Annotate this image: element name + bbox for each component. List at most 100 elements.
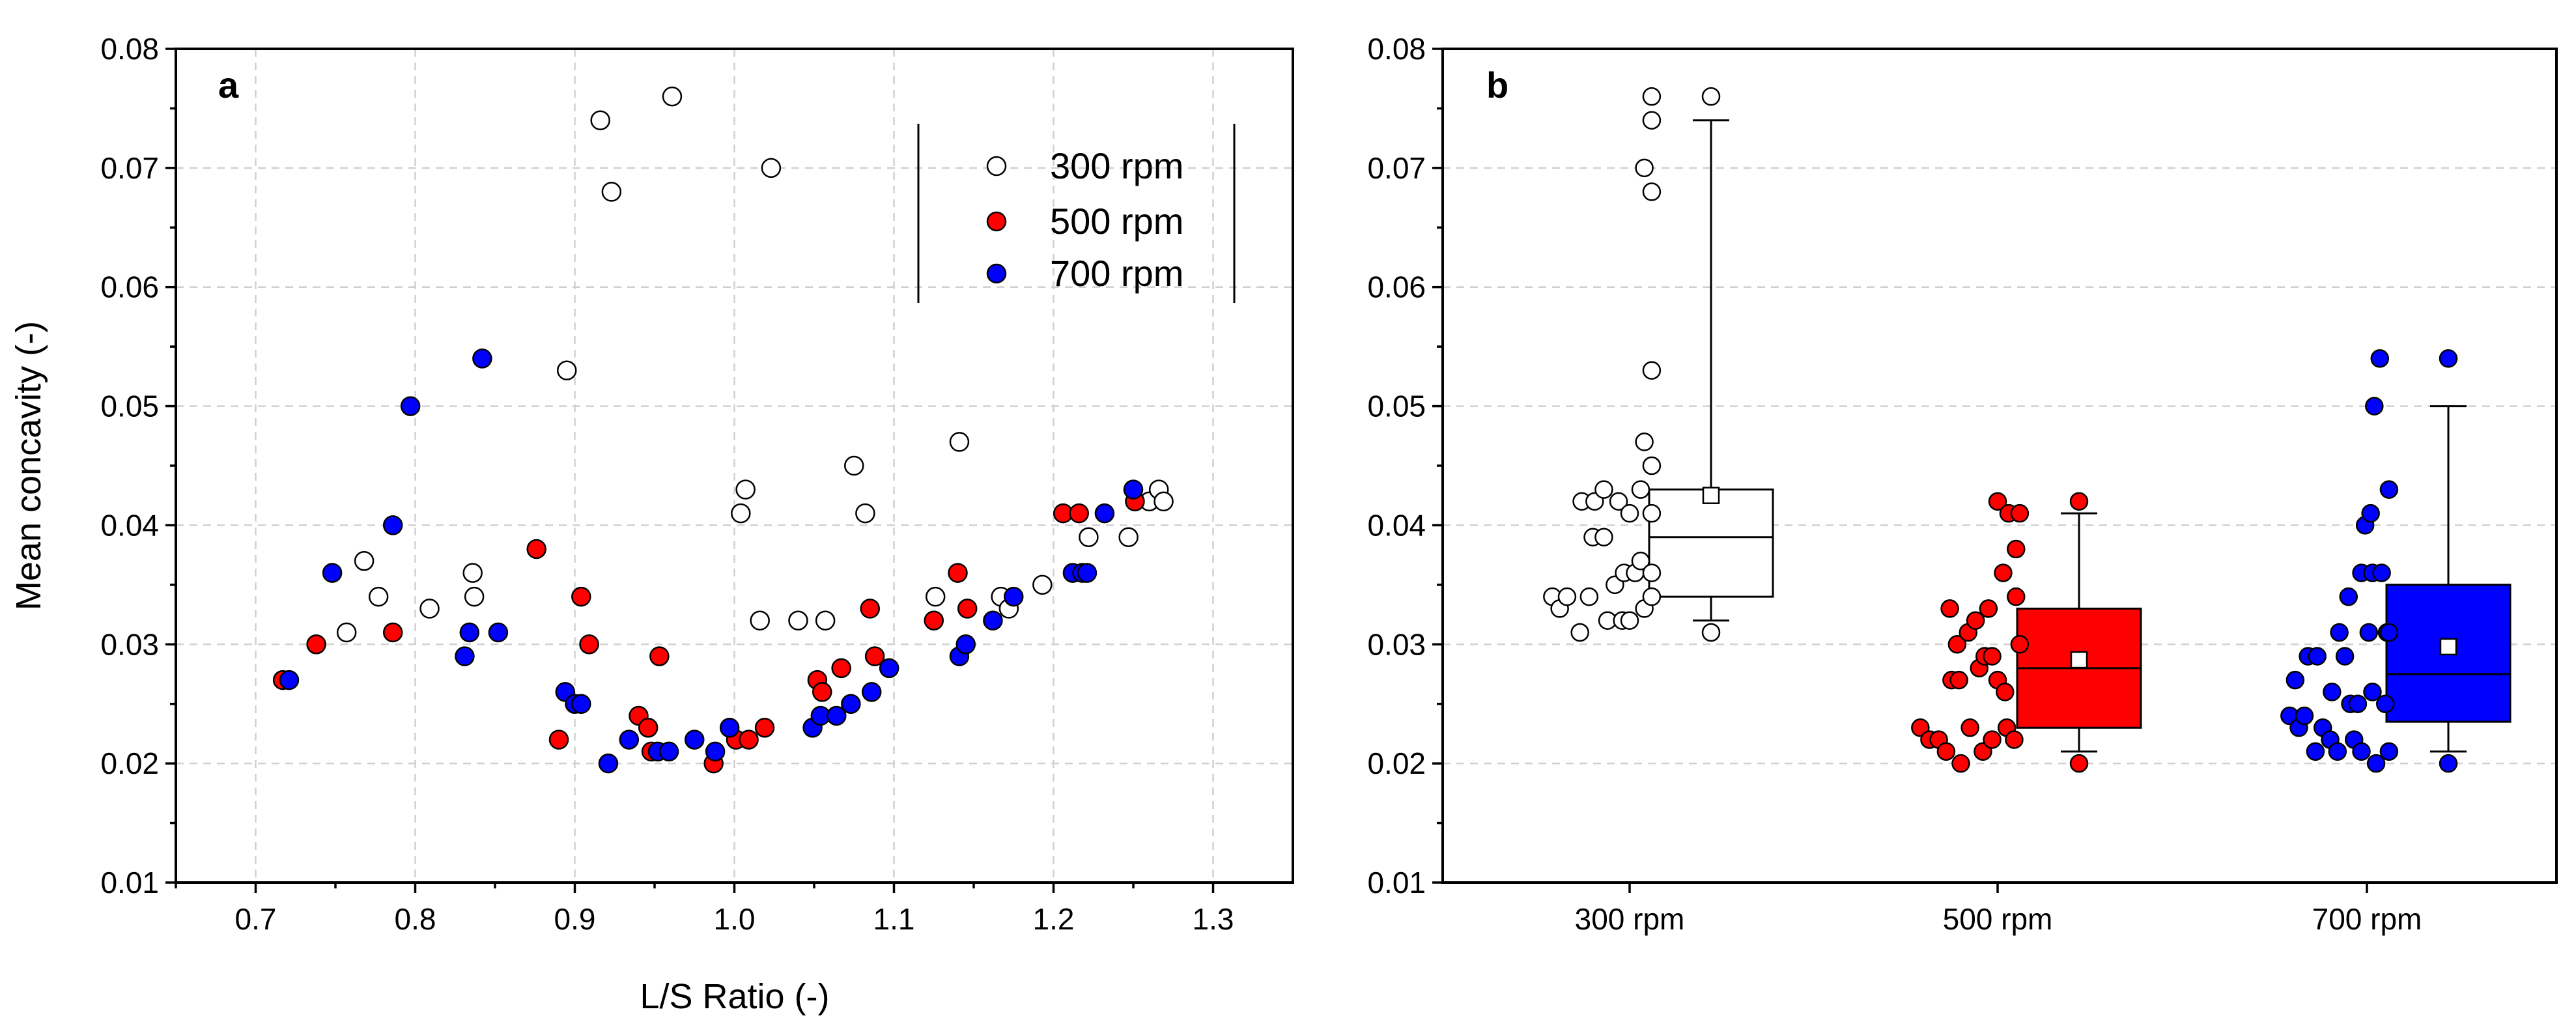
y-tick-label-a: 0.08 bbox=[100, 32, 159, 66]
category-label-300-rpm: 300 rpm bbox=[1575, 902, 1685, 936]
data-point-300-rpm bbox=[1032, 574, 1053, 595]
data-point-300-rpm bbox=[735, 479, 756, 500]
y-tick-label-b: 0.03 bbox=[1367, 627, 1426, 661]
data-point-700-rpm bbox=[2352, 742, 2371, 761]
data-point-300-rpm bbox=[1642, 111, 1662, 130]
data-point-500-rpm bbox=[649, 646, 670, 666]
data-point-700-rpm bbox=[685, 729, 705, 750]
data-point-700-rpm bbox=[2308, 647, 2327, 666]
data-point-500-rpm bbox=[1996, 683, 2015, 701]
data-point-500-rpm bbox=[1994, 563, 2013, 582]
data-point-700-rpm bbox=[879, 658, 899, 679]
x-axis-label-a: L/S Ratio (-) bbox=[640, 977, 829, 1016]
data-point-300-rpm bbox=[1620, 503, 1639, 523]
data-point-500-rpm bbox=[957, 599, 978, 619]
data-point-300-rpm bbox=[1609, 492, 1628, 511]
data-point-300-rpm bbox=[1642, 563, 1662, 582]
data-point-500-rpm bbox=[1069, 503, 1089, 524]
data-point-300-rpm bbox=[601, 182, 622, 202]
data-point-700-rpm bbox=[719, 718, 740, 738]
y-tick-label-a: 0.01 bbox=[100, 866, 159, 899]
data-point-700-rpm bbox=[658, 741, 679, 762]
data-point-500-rpm bbox=[1979, 599, 1998, 618]
y-tick-label-b: 0.05 bbox=[1367, 389, 1426, 423]
y-tick-label-a: 0.02 bbox=[100, 746, 159, 780]
y-tick-label-b: 0.08 bbox=[1367, 32, 1426, 66]
outlier-300-rpm bbox=[1701, 87, 1721, 106]
x-tick-label-a: 1.0 bbox=[714, 902, 756, 936]
data-point-500-rpm bbox=[1949, 670, 1968, 690]
legend-label-500: 500 rpm bbox=[1050, 201, 1183, 242]
data-point-500-rpm bbox=[579, 634, 599, 655]
mean-marker-300-rpm bbox=[1702, 487, 1720, 504]
box-points-b bbox=[1543, 87, 2399, 773]
data-point-300-rpm bbox=[1620, 611, 1639, 630]
box-plots-b bbox=[1648, 87, 2512, 773]
category-label-700-rpm: 700 rpm bbox=[2312, 902, 2422, 936]
outlier-300-rpm bbox=[1701, 623, 1721, 642]
data-point-500-rpm bbox=[831, 658, 851, 679]
x-tick-label-a: 1.1 bbox=[873, 902, 915, 936]
data-point-700-rpm bbox=[2372, 563, 2391, 582]
data-point-300-rpm bbox=[464, 586, 485, 607]
data-point-700-rpm bbox=[2295, 706, 2314, 726]
data-point-500-rpm bbox=[2007, 539, 2026, 559]
data-point-700-rpm bbox=[2366, 754, 2386, 773]
y-tick-label-b: 0.04 bbox=[1367, 508, 1426, 542]
data-point-300-rpm bbox=[1594, 480, 1613, 499]
data-point-500-rpm bbox=[924, 610, 944, 630]
data-point-700-rpm bbox=[2379, 742, 2399, 761]
data-point-500-rpm bbox=[2010, 635, 2030, 654]
data-point-500-rpm bbox=[638, 718, 658, 738]
x-tick-label-a: 1.3 bbox=[1193, 902, 1234, 936]
outlier-700-rpm bbox=[2439, 349, 2458, 368]
data-point-500-rpm bbox=[860, 599, 880, 619]
legend-label-300: 300 rpm bbox=[1050, 145, 1183, 186]
data-point-700-rpm bbox=[598, 753, 619, 774]
legend: 300 rpm 500 rpm 700 rpm bbox=[917, 124, 1236, 303]
y-tick-label-a: 0.03 bbox=[100, 627, 159, 661]
data-point-700-rpm bbox=[2379, 480, 2399, 499]
data-point-700-rpm bbox=[2330, 623, 2349, 642]
legend-marker-700 bbox=[986, 263, 1007, 284]
data-point-500-rpm bbox=[1951, 754, 1970, 773]
panel-label-a: a bbox=[218, 64, 239, 106]
scatter-points-a bbox=[272, 86, 1174, 774]
y-tick-label-a: 0.04 bbox=[100, 508, 159, 542]
data-point-300-rpm bbox=[1642, 587, 1662, 606]
x-tick-label-a: 1.2 bbox=[1033, 902, 1075, 936]
data-point-700-rpm bbox=[2365, 397, 2384, 416]
data-point-300-rpm bbox=[1642, 182, 1662, 201]
data-point-700-rpm bbox=[2339, 587, 2358, 606]
data-point-300-rpm bbox=[419, 599, 440, 619]
data-point-300-rpm bbox=[788, 610, 808, 630]
box-300-rpm bbox=[1648, 488, 1774, 598]
data-point-700-rpm bbox=[279, 670, 300, 690]
data-point-700-rpm bbox=[322, 563, 343, 583]
data-point-300-rpm bbox=[1642, 456, 1662, 475]
data-point-700-rpm bbox=[2363, 683, 2382, 701]
y-tick-label-b: 0.01 bbox=[1367, 866, 1426, 899]
data-point-300-rpm bbox=[1642, 503, 1662, 523]
data-point-700-rpm bbox=[2379, 623, 2399, 642]
data-point-700-rpm bbox=[841, 694, 861, 714]
data-point-700-rpm bbox=[955, 634, 976, 655]
data-point-500-rpm bbox=[1940, 599, 1959, 618]
data-point-700-rpm bbox=[400, 396, 421, 416]
data-point-300-rpm bbox=[1642, 361, 1662, 380]
data-point-500-rpm bbox=[1947, 635, 1967, 654]
data-point-500-rpm bbox=[1983, 730, 2002, 749]
data-point-500-rpm bbox=[754, 718, 775, 738]
data-point-500-rpm bbox=[864, 646, 885, 666]
x-tick-label-a: 0.9 bbox=[554, 902, 596, 936]
data-point-300-rpm bbox=[750, 610, 770, 630]
data-point-500-rpm bbox=[571, 586, 591, 607]
data-point-700-rpm bbox=[1094, 503, 1115, 524]
data-point-700-rpm bbox=[382, 515, 403, 535]
data-point-300-rpm bbox=[949, 432, 970, 452]
data-point-700-rpm bbox=[488, 622, 509, 643]
y-tick-label-b: 0.07 bbox=[1367, 151, 1426, 185]
data-point-700-rpm bbox=[2348, 694, 2368, 713]
data-point-700-rpm bbox=[2370, 349, 2390, 368]
data-point-700-rpm bbox=[571, 694, 591, 714]
